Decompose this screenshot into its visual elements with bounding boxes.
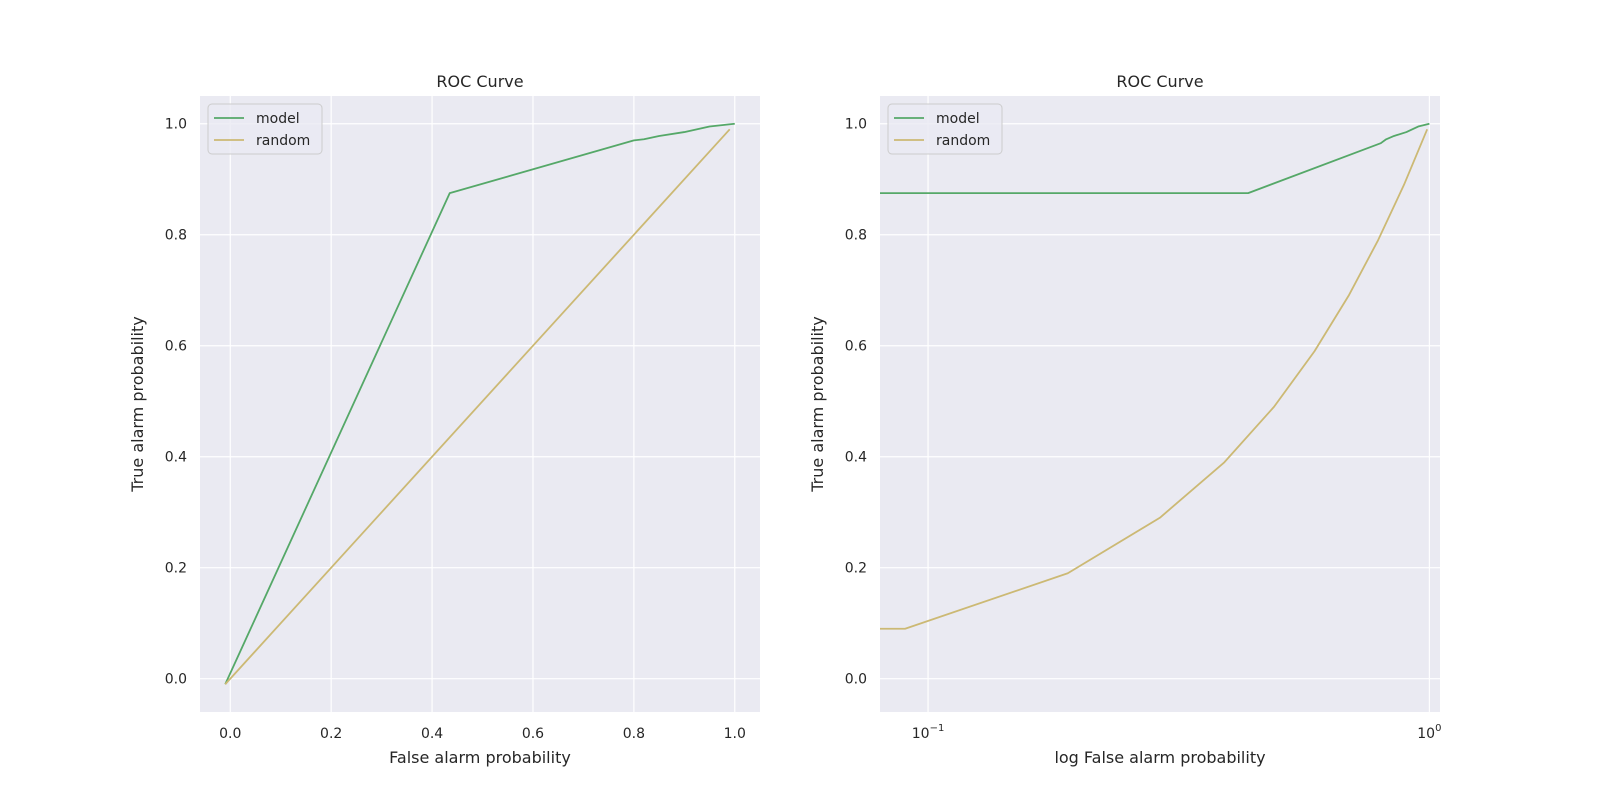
- series-line-model: [224, 122, 735, 685]
- x-tick-exponent: 0: [1435, 723, 1441, 734]
- y-tick-label: 0.0: [165, 672, 187, 688]
- x-tick-label: 0.0: [219, 726, 241, 742]
- x-tick-base: 10: [912, 726, 930, 742]
- y-tick-label: 0.4: [845, 450, 867, 466]
- legend-box: [207, 103, 323, 155]
- chart-title: ROC Curve: [1116, 72, 1203, 91]
- x-tick-label: 10−1: [912, 723, 945, 742]
- legend-label-random: random: [256, 133, 310, 149]
- roc-chart-linear: 0.0 0.2 0.4 0.6 0.8 1.0 0.0 0.2 0.4 0.6 0.8 1.0 ROC …: [128, 72, 760, 767]
- y-tick-label: 0.8: [845, 228, 867, 244]
- legend-label-model: model: [256, 111, 300, 127]
- plot-area: [880, 96, 1440, 712]
- y-tick-label: 0.8: [165, 228, 187, 244]
- y-tick-label: 0.6: [845, 339, 867, 355]
- y-axis-label: True alarm probability: [128, 316, 147, 492]
- x-tick-label: 100: [1417, 723, 1441, 742]
- x-tick-base: 10: [1417, 726, 1435, 742]
- y-axis-label: True alarm probability: [808, 316, 827, 492]
- series-line-model: [880, 122, 1430, 195]
- series-line-random: [224, 128, 731, 685]
- series-line-random: [880, 128, 1429, 630]
- legend-box: [887, 103, 1003, 155]
- x-tick-label: 0.8: [623, 726, 645, 742]
- x-tick-label: 0.2: [320, 726, 342, 742]
- y-tick-label: 1.0: [845, 117, 867, 133]
- x-tick-label: 0.6: [522, 726, 544, 742]
- x-tick-label: 0.4: [421, 726, 443, 742]
- legend: model random: [207, 103, 323, 155]
- chart-title: ROC Curve: [436, 72, 523, 91]
- x-tick-label: 1.0: [724, 726, 746, 742]
- legend-label-random: random: [936, 133, 990, 149]
- y-tick-label: 0.4: [165, 450, 187, 466]
- y-tick-label: 0.6: [165, 339, 187, 355]
- y-tick-label: 0.2: [845, 561, 867, 577]
- legend: model random: [887, 103, 1003, 155]
- x-tick-exponent: −1: [930, 723, 945, 734]
- x-axis-label: log False alarm probability: [1054, 748, 1265, 767]
- x-axis-label: False alarm probability: [389, 748, 571, 767]
- y-tick-label: 0.2: [165, 561, 187, 577]
- legend-label-model: model: [936, 111, 980, 127]
- y-tick-label: 1.0: [165, 117, 187, 133]
- y-tick-label: 0.0: [845, 672, 867, 688]
